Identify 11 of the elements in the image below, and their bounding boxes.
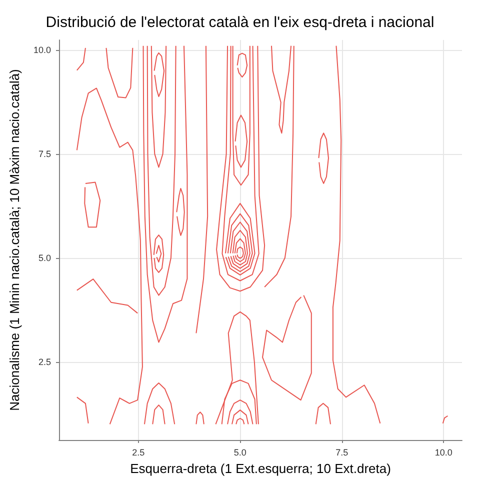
y-axis-title: Nacionalisme (1 Minin nacio.català; 10 Màxim nacio.català) xyxy=(7,69,22,411)
x-tick-label: 2.5 xyxy=(132,448,145,458)
x-tick-label: 10.0 xyxy=(434,448,452,458)
y-tick-label: 10.0 xyxy=(33,44,51,55)
x-axis-title: Esquerra-dreta (1 Ext.esquerra; 10 Ext.dreta) xyxy=(130,461,391,476)
y-tick-label: 5.0 xyxy=(38,252,51,263)
x-tick-label: 5.0 xyxy=(234,448,246,458)
x-tick-label: 7.5 xyxy=(336,448,348,458)
y-tick-label: 7.5 xyxy=(38,148,51,159)
y-tick-label: 2.5 xyxy=(38,356,51,367)
chart-title: Distribució de l'electorat català en l'eix esq-dreta i nacional xyxy=(46,14,434,31)
